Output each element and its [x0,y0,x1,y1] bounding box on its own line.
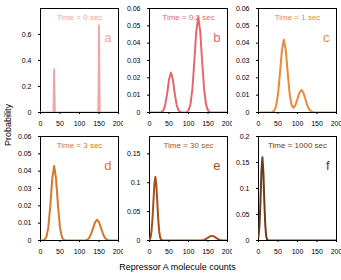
svg-text:0.06: 0.06 [236,5,250,12]
svg-text:0: 0 [246,109,250,116]
svg-text:0.04: 0.04 [236,39,250,46]
svg-text:0.05: 0.05 [127,22,141,29]
svg-text:Time = 1000 sec: Time = 1000 sec [268,141,327,150]
svg-text:150: 150 [311,248,323,255]
svg-text:0.1: 0.1 [240,185,250,192]
svg-text:100: 100 [74,120,86,127]
html-text:Repressor A molecule counts: Repressor A molecule counts [119,262,236,272]
svg-text:200: 200 [221,120,234,128]
svg-text:50: 50 [56,120,64,127]
svg-text:200: 200 [331,120,341,127]
svg-text:0.1: 0.1 [131,179,141,186]
svg-text:0.6: 0.6 [22,31,32,38]
svg-text:50: 50 [165,120,173,127]
svg-text:0.03: 0.03 [127,57,141,64]
svg-text:0: 0 [257,120,261,127]
svg-text:Time = 0.2 sec: Time = 0.2 sec [162,13,214,22]
svg-text:e: e [213,158,220,173]
svg-text:0: 0 [28,237,32,244]
svg-text:0.01: 0.01 [18,219,32,226]
svg-text:0: 0 [257,248,261,255]
svg-text:0.04: 0.04 [127,39,141,46]
svg-text:0: 0 [28,109,32,116]
svg-text:0.01: 0.01 [236,91,250,98]
svg-text:0: 0 [39,248,43,255]
svg-text:Time = 1 sec: Time = 1 sec [275,13,321,22]
svg-text:0.15: 0.15 [236,159,250,166]
svg-text:50: 50 [274,120,282,127]
svg-text:0.05: 0.05 [236,22,250,29]
svg-text:0: 0 [148,248,152,255]
svg-text:50: 50 [56,248,64,255]
svg-text:Time = 30 sec: Time = 30 sec [163,141,213,150]
svg-text:200: 200 [112,248,125,256]
svg-text:0.15: 0.15 [127,150,141,157]
svg-text:100: 100 [292,248,304,255]
svg-text:0.02: 0.02 [236,74,250,81]
svg-text:Time = 0 sec: Time = 0 sec [57,13,103,22]
svg-text:0.05: 0.05 [18,150,32,157]
svg-text:0.02: 0.02 [18,202,32,209]
svg-text:0.2: 0.2 [240,133,250,140]
svg-text:50: 50 [274,248,282,255]
svg-text:0: 0 [148,120,152,127]
svg-text:200: 200 [221,248,234,256]
svg-text:0.04: 0.04 [18,167,32,174]
svg-text:0: 0 [137,109,141,116]
svg-text:0.01: 0.01 [127,91,141,98]
svg-text:0.06: 0.06 [18,133,32,140]
svg-text:200: 200 [112,120,125,128]
svg-text:0.02: 0.02 [127,74,141,81]
svg-text:200: 200 [331,248,341,255]
svg-text:0.4: 0.4 [22,57,32,64]
svg-text:100: 100 [183,248,195,255]
svg-text:0.05: 0.05 [127,208,141,215]
svg-text:100: 100 [74,248,86,255]
svg-text:0.06: 0.06 [127,5,141,12]
svg-text:0.05: 0.05 [236,211,250,218]
svg-text:150: 150 [93,120,105,127]
svg-text:0: 0 [246,237,250,244]
svg-text:150: 150 [202,120,214,127]
svg-text:50: 50 [165,248,173,255]
svg-text:d: d [104,158,111,173]
svg-text:b: b [213,30,220,45]
html-text:Probability: Probability [3,104,13,146]
svg-text:0: 0 [39,120,43,127]
svg-text:100: 100 [183,120,195,127]
svg-text:150: 150 [93,248,105,255]
svg-text:a: a [104,30,112,45]
svg-text:100: 100 [292,120,304,127]
svg-text:150: 150 [311,120,323,127]
svg-text:Time = 3 sec: Time = 3 sec [57,141,103,150]
svg-text:0.03: 0.03 [18,185,32,192]
svg-text:150: 150 [202,248,214,255]
svg-text:0.2: 0.2 [22,83,32,90]
svg-text:c: c [323,30,330,45]
svg-text:0: 0 [137,237,141,244]
svg-text:f: f [326,158,330,173]
svg-text:0.03: 0.03 [236,57,250,64]
